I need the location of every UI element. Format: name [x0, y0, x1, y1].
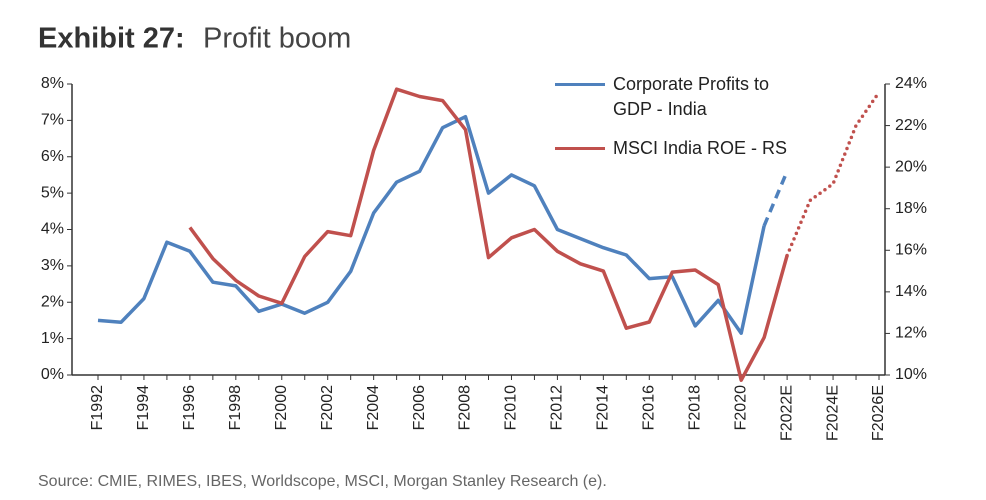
- x-tick-label: F2016: [641, 385, 658, 430]
- legend: Corporate Profits to GDP - India MSCI Ind…: [555, 72, 815, 175]
- y-tick-label: 8%: [41, 75, 64, 92]
- x-tick-label: F1992: [89, 385, 106, 430]
- x-tick-label: F2006: [411, 385, 428, 430]
- y-tick-label: 3%: [41, 257, 64, 274]
- x-tick-label: F2012: [549, 385, 566, 430]
- legend-label: MSCI India ROE - RS: [613, 138, 788, 158]
- x-tick-label: F2008: [457, 385, 474, 430]
- legend-item: Corporate Profits to GDP - India: [555, 72, 815, 122]
- x-tick-label: F1994: [135, 385, 152, 430]
- y-tick-label: 7%: [41, 112, 64, 129]
- chart-title: Exhibit 27:: [38, 23, 185, 55]
- y2-tick-label: 12%: [895, 325, 927, 342]
- x-tick-label: F2018: [686, 385, 703, 430]
- x-tick-label: F1996: [181, 385, 198, 430]
- y2-tick-label: 22%: [895, 117, 927, 134]
- x-tick-label: F1998: [227, 385, 244, 430]
- x-tick-label: F2014: [595, 385, 612, 430]
- x-tick-label: F2020: [732, 385, 749, 430]
- y2-tick-label: 16%: [895, 242, 927, 259]
- y2-tick-label: 10%: [895, 366, 927, 383]
- series-line: [188, 87, 789, 382]
- series-projection: [762, 170, 789, 227]
- legend-swatch: [555, 83, 605, 86]
- y-tick-label: 6%: [41, 148, 64, 165]
- legend-swatch: [555, 147, 605, 150]
- legend-item: MSCI India ROE - RS: [555, 136, 815, 161]
- y2-tick-label: 14%: [895, 283, 927, 300]
- x-tick-label: F2000: [273, 385, 290, 430]
- y2-tick-label: 20%: [895, 158, 927, 175]
- y-tick-label: 5%: [41, 184, 64, 201]
- y2-tick-label: 18%: [895, 200, 927, 217]
- x-tick-label: F2022E: [778, 385, 795, 441]
- x-tick-label: F2002: [319, 385, 336, 430]
- x-tick-label: F2010: [503, 385, 520, 430]
- y-tick-label: 2%: [41, 293, 64, 310]
- series-line: [97, 114, 766, 335]
- y-tick-label: 4%: [41, 221, 64, 238]
- x-tick-label: F2026E: [870, 385, 887, 441]
- chart-subtitle: Profit boom: [203, 23, 351, 55]
- x-tick-label: F2004: [365, 385, 382, 430]
- legend-label: Corporate Profits to GDP - India: [613, 74, 770, 119]
- x-tick-label: F2024E: [824, 385, 841, 441]
- y2-tick-label: 24%: [895, 75, 927, 92]
- y-tick-label: 1%: [41, 330, 64, 347]
- y-tick-label: 0%: [41, 366, 64, 383]
- source-note: Source: CMIE, RIMES, IBES, Worldscope, M…: [38, 473, 607, 490]
